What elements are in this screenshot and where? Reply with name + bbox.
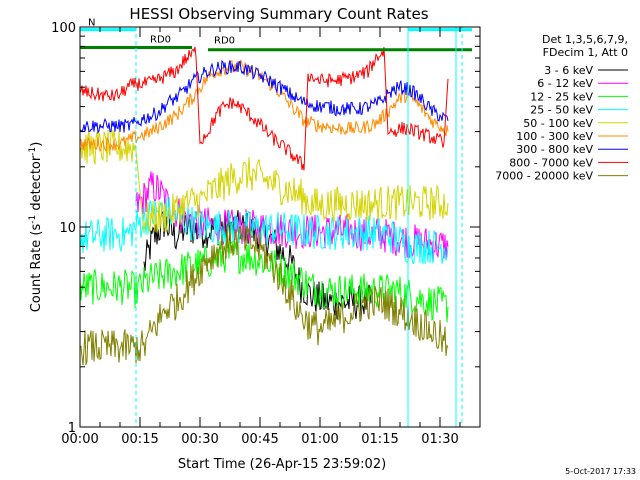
y-tick-label: 1 [68, 421, 76, 436]
legend-label: 50 - 100 keV [523, 117, 593, 130]
y-tick-label: 100 [51, 21, 76, 36]
legend-label: 12 - 25 keV [530, 90, 593, 103]
legend-label: 6 - 12 keV [537, 77, 593, 90]
series-7000to20000kev [80, 223, 449, 366]
generation-timestamp: 5-Oct-2017 17:33 [565, 467, 636, 476]
segment-night-label: N [88, 18, 95, 29]
legend-label: 100 - 300 keV [516, 130, 593, 143]
segment-rd0-label: RD0 [214, 36, 235, 47]
y-axis-label-tail: detector [29, 155, 44, 215]
x-tick-label: 00:30 [181, 432, 218, 447]
x-axis-label: Start Time (26-Apr-15 23:59:02) [178, 457, 386, 472]
series-line [80, 128, 449, 233]
series-50to100kev [80, 128, 449, 233]
y-tick-label: 10 [59, 221, 76, 236]
legend-header-line-2: FDecim 1, Att 0 [543, 46, 628, 59]
y-axis-label-sup: -1 [28, 215, 38, 224]
x-tick-label: 01:15 [361, 432, 398, 447]
series-line [80, 59, 449, 135]
legend-header-line-1: Det 1,3,5,6,7,9, [542, 33, 628, 46]
series-12to25kev [80, 238, 449, 323]
x-tick-label: 01:30 [421, 432, 458, 447]
x-tick-label: 00:45 [241, 432, 278, 447]
legend-label: 800 - 7000 keV [509, 156, 593, 169]
legend-label: 3 - 6 keV [544, 64, 593, 77]
x-tick-label: 00:15 [121, 432, 158, 447]
series-300to800kev [80, 59, 449, 135]
series-line [80, 238, 449, 323]
y-axis-label-end: ) [29, 142, 44, 147]
y-axis-label-sup2: -1 [28, 147, 38, 156]
chart-title: HESSI Observing Summary Count Rates [129, 5, 428, 23]
series-line [80, 46, 449, 171]
x-tick-label: 00:00 [61, 432, 98, 447]
legend-label: 300 - 800 keV [516, 143, 593, 156]
y-axis-label: Count Rate (s-1 detector-1) [28, 142, 44, 313]
axis-layer: 00:00 00:15 00:30 00:45 01:00 01:15 01:30 1 10 10… [51, 21, 481, 447]
y-axis-label-main: Count Rate (s [29, 224, 44, 313]
legend: Det 1,3,5,6,7,9, FDecim 1, Att 0 3 - 6 k… [495, 33, 628, 183]
segment-rd1-label: RD0 [150, 34, 171, 45]
series-line [80, 197, 449, 265]
series-800to7000kev [80, 46, 449, 171]
legend-label: 7000 - 20000 keV [495, 170, 593, 183]
legend-label: 25 - 50 keV [530, 104, 593, 117]
series-layer [80, 46, 449, 366]
x-tick-label: 01:00 [301, 432, 338, 447]
series-line [80, 223, 449, 366]
series-25to50kev [80, 197, 449, 265]
